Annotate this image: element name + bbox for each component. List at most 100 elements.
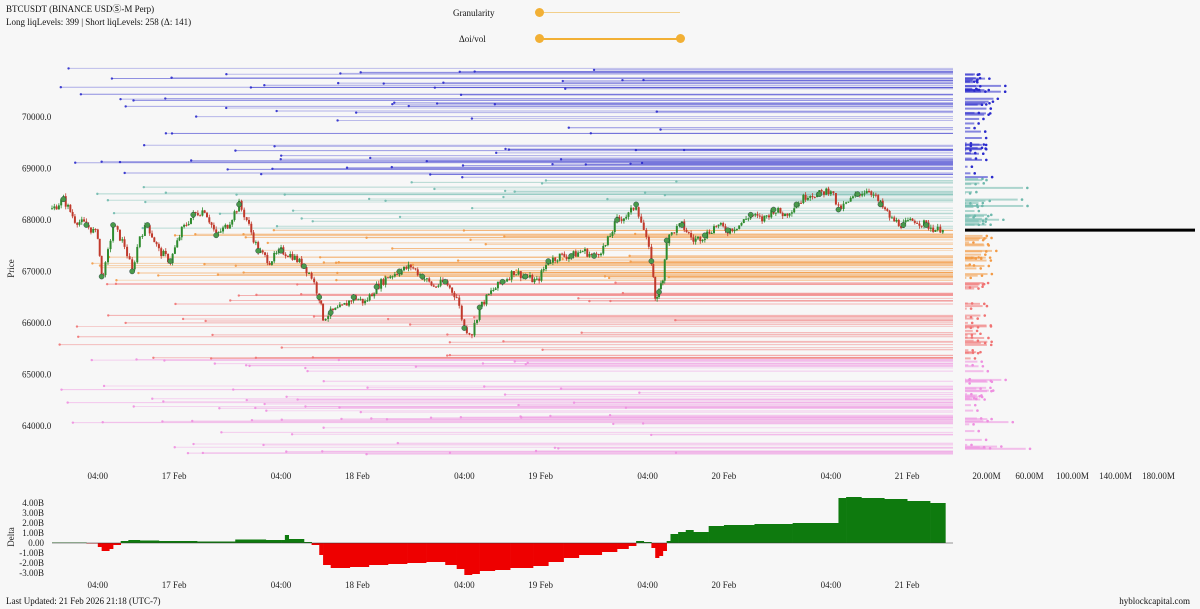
histogram-bar-end	[972, 241, 975, 244]
liq-level-dot	[229, 299, 232, 302]
price-candle	[485, 294, 488, 305]
liq-level-dot	[163, 359, 166, 362]
delta-bar	[769, 524, 793, 543]
histogram-bar	[965, 103, 978, 106]
liq-level-dot	[110, 77, 114, 80]
delta-bar	[662, 543, 667, 551]
histogram-bar-end	[983, 130, 987, 133]
liq-level-dot	[279, 158, 282, 161]
histogram-bar	[965, 321, 968, 324]
price-candle	[67, 204, 70, 207]
price-tick-label: 70000.0	[22, 112, 52, 122]
liq-level-dot	[553, 446, 557, 450]
histogram-bar	[965, 241, 970, 244]
liq-level-dot	[174, 302, 177, 306]
price-candle	[128, 256, 131, 260]
liq-level-dot	[77, 335, 80, 338]
histogram-bar	[965, 417, 977, 420]
price-candle	[465, 327, 468, 334]
delta-time-tick-label: 19 Feb	[528, 580, 553, 590]
price-candle	[811, 196, 814, 198]
histogram-bar-end	[968, 382, 971, 385]
liq-level-dot	[584, 163, 587, 166]
oi-vol-track	[540, 38, 680, 40]
histogram-bar	[965, 404, 971, 407]
liq-level-dot	[393, 101, 396, 104]
price-candle	[64, 196, 67, 207]
histogram-bar	[965, 421, 1009, 424]
price-candle	[196, 212, 199, 216]
histogram-bar-end	[1026, 204, 1029, 208]
liq-level-dot	[234, 149, 237, 152]
liq-level-dot	[244, 364, 248, 367]
liq-event-marker	[614, 217, 620, 223]
delta-tick-label: 2.00B	[22, 518, 44, 528]
liq-level-dot	[340, 417, 343, 421]
price-candle	[829, 191, 832, 195]
symbol-title: BTCUSDT (BINANCE USDⓈ-M Perp)	[6, 4, 155, 14]
price-candle	[226, 224, 229, 229]
price-candle	[203, 210, 206, 213]
liq-level-dot	[339, 72, 342, 75]
histogram-bar-end	[976, 409, 979, 412]
liq-level-dot	[445, 354, 449, 357]
price-candle	[118, 229, 121, 241]
histogram-bar	[965, 152, 971, 155]
price-candle	[116, 226, 119, 230]
price-candle	[141, 235, 144, 237]
granularity-handle[interactable]	[535, 8, 544, 17]
liq-level-dot	[572, 401, 576, 404]
liq-event-marker	[568, 253, 575, 259]
delta-bar	[139, 540, 160, 543]
price-candle	[715, 226, 718, 228]
liq-level-dot	[271, 167, 274, 170]
liq-level-dot	[90, 358, 93, 362]
histogram-bar	[965, 122, 975, 125]
price-candle	[804, 194, 807, 200]
price-candle	[153, 237, 156, 243]
price-candle	[275, 252, 278, 254]
oi-vol-handle-max[interactable]	[676, 34, 685, 43]
price-candle	[802, 194, 805, 203]
histogram-bar-end	[987, 336, 990, 340]
price-candle	[528, 275, 531, 278]
price-candle	[264, 252, 267, 255]
oi-vol-slider[interactable]	[535, 33, 685, 45]
price-candle	[206, 212, 209, 218]
granularity-slider[interactable]	[535, 7, 685, 19]
delta-bar	[708, 526, 725, 543]
delta-bar	[666, 541, 671, 543]
histogram-bar	[965, 314, 981, 317]
price-candle	[448, 285, 451, 288]
liq-level-dot	[152, 356, 155, 359]
price-candle	[635, 207, 638, 210]
histogram-bar	[965, 274, 978, 277]
histogram-bar-end	[982, 143, 986, 146]
delta-time-tick-label: 17 Feb	[162, 580, 187, 590]
price-candle	[215, 229, 218, 233]
liq-level-dot	[102, 384, 106, 388]
liq-level-dot	[567, 126, 570, 129]
delta-bar	[678, 532, 687, 543]
delta-bar	[693, 532, 709, 543]
price-candle	[106, 249, 109, 263]
price-candle	[384, 277, 387, 285]
histogram-bar	[965, 360, 978, 363]
liq-level-dot	[414, 365, 418, 368]
histogram-bar	[965, 316, 967, 319]
oi-vol-handle-min[interactable]	[535, 34, 544, 43]
price-candle	[745, 218, 748, 220]
liq-event-marker	[835, 206, 842, 213]
price-candle	[599, 253, 602, 256]
liq-level-dot	[561, 257, 564, 261]
price-candle	[183, 224, 186, 227]
price-candle	[611, 232, 614, 236]
histogram-bar-end	[1028, 447, 1032, 451]
price-candle	[888, 210, 891, 218]
price-candle	[432, 285, 435, 287]
histogram-bar	[965, 287, 975, 290]
liq-level-dot	[266, 241, 269, 245]
liq-level-dot	[609, 299, 612, 303]
histogram-bar-end	[979, 256, 983, 260]
liq-level-dot	[365, 453, 368, 456]
